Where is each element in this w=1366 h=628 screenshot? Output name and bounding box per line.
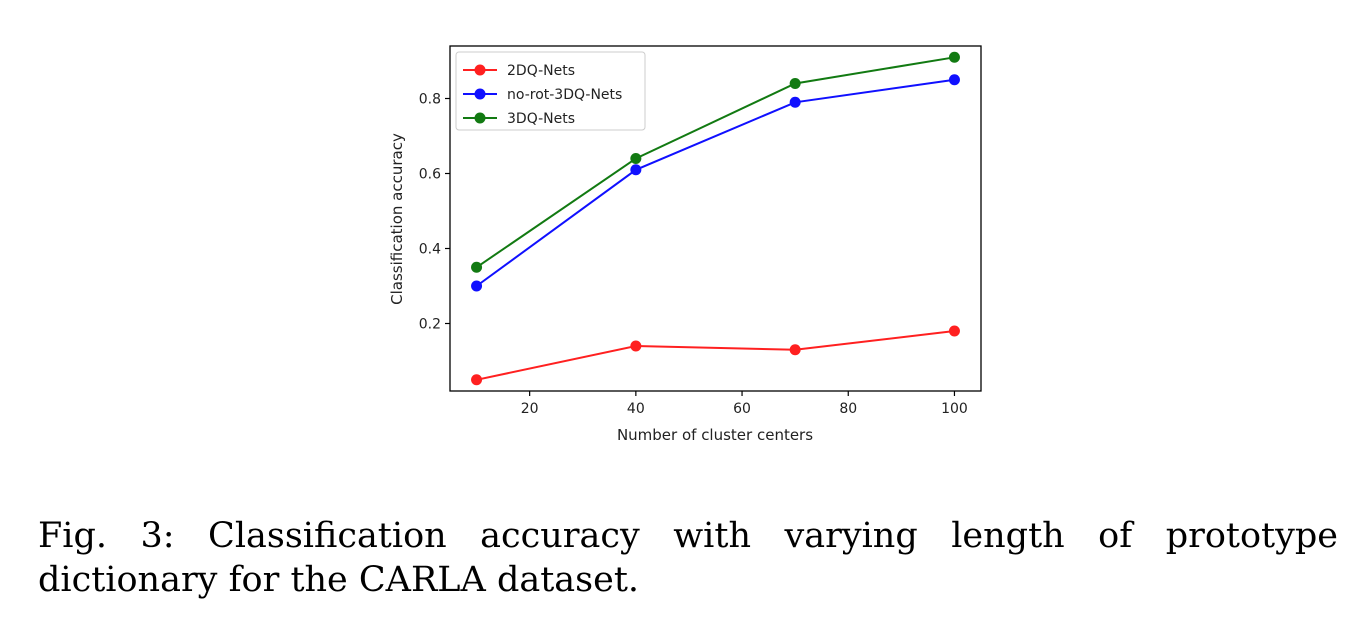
x-tick-label: 40 [627,401,645,417]
legend-box [455,51,646,131]
series-line-1 [476,78,955,287]
x-tick-label: 60 [733,401,751,417]
plot-frame [449,45,982,392]
y-tick-label: 0.8 [419,92,441,108]
legend-label: no-rot-3DQ-Nets [507,87,622,103]
legend-marker [474,112,486,124]
legend-marker [474,88,486,100]
figure-caption: Fig. 3: Classification accuracy with var… [38,516,1338,600]
data-point [789,344,801,356]
data-point [948,74,960,86]
data-point [789,96,801,108]
line-chart: 20 40 60 80 100 0.2 0.4 0.6 0.8 Number of clust… [388,45,982,444]
legend-marker [474,64,486,76]
x-axis-label: Number of cluster centers [617,426,813,444]
y-tick-label: 0.4 [419,242,441,258]
y-tick-label: 0.6 [419,167,441,183]
legend: 2DQ-Nets no-rot-3DQ-Nets 3DQ-Nets [455,51,646,131]
data-point [630,340,642,352]
data-point [948,51,960,63]
series-line-2 [476,56,955,269]
y-axis-label: Classification accuracy [388,133,406,305]
legend-label: 2DQ-Nets [507,63,575,79]
y-tick-label: 0.2 [419,317,441,333]
data-point [630,164,642,176]
data-point [789,78,801,89]
data-point [948,325,960,337]
x-tick-label: 20 [521,401,539,417]
data-point [471,374,483,386]
legend-label: 3DQ-Nets [507,111,575,127]
series-line-0 [476,330,955,381]
x-tick-label: 80 [839,401,857,417]
data-point [471,261,483,273]
x-tick-label: 100 [941,401,968,417]
data-point [630,153,642,164]
data-point [471,280,483,292]
